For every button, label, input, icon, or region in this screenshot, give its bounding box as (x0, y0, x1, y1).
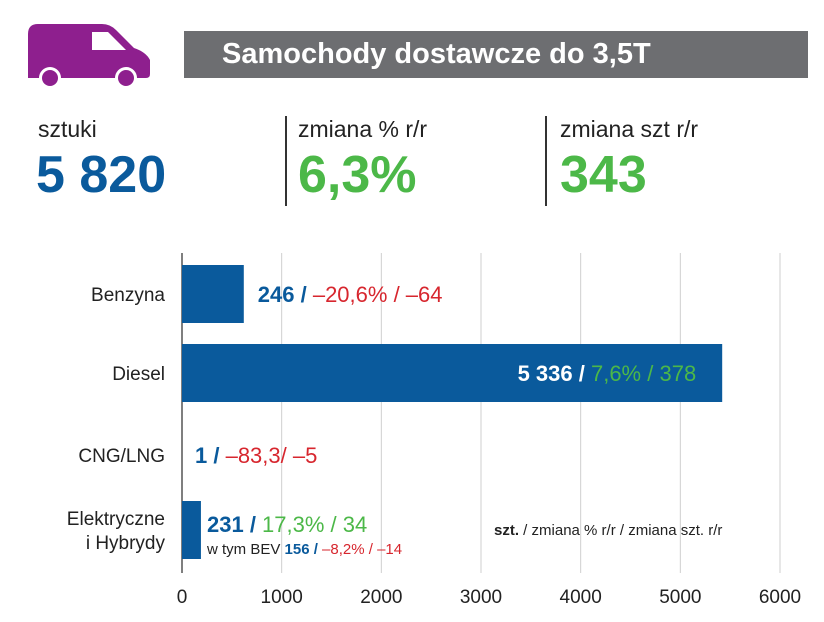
data-label-units: 1 / (195, 443, 226, 468)
x-tick-label: 2000 (360, 587, 402, 608)
data-label: 231 / 17,3% / 34 (207, 512, 367, 537)
kpi-divider (545, 116, 547, 206)
bev-units: 156 / (285, 541, 323, 558)
kpi-units-value: 5 820 (36, 146, 167, 204)
kpi-pct-label: zmiana % r/r (298, 116, 428, 142)
x-tick-label: 0 (177, 587, 188, 608)
data-label-diff: 378 (659, 361, 696, 386)
kpi-units-label: sztuki (38, 116, 97, 142)
category-label: CNG/LNG (78, 446, 165, 467)
bar-3 (182, 501, 201, 559)
data-label-units: 5 336 / (518, 361, 591, 386)
data-label-separator: / (387, 282, 405, 307)
data-label-pct: 7,6% (591, 361, 641, 386)
x-tick-label: 5000 (659, 587, 701, 608)
x-tick-label: 4000 (560, 587, 602, 608)
data-label-diff: 34 (343, 512, 367, 537)
category-label: Diesel (112, 364, 165, 385)
x-tick-label: 3000 (460, 587, 502, 608)
kpi-pct-value: 6,3% (298, 146, 417, 204)
category-label: i Hybrydy (86, 533, 166, 554)
legend-units: szt. (494, 522, 519, 539)
chart-legend: szt. / zmiana % r/r / zmiana szt. r/r (494, 522, 722, 539)
x-tick-label: 6000 (759, 587, 801, 608)
data-label-separator: / (324, 512, 342, 537)
bev-change: –8,2% / –14 (322, 541, 402, 558)
x-tick-label: 1000 (261, 587, 303, 608)
kpi-diff-label: zmiana szt r/r (560, 116, 699, 142)
page-title: Samochody dostawcze do 3,5T (184, 31, 808, 78)
data-label-pct: –20,6% (313, 282, 388, 307)
data-label: 5 336 / 7,6% / 378 (518, 361, 697, 386)
data-label-pct: –83,3/ (226, 443, 288, 468)
data-label: 246 / –20,6% / –64 (258, 282, 443, 307)
legend-rest: / zmiana % r/r / zmiana szt. r/r (519, 522, 722, 539)
data-label: 1 / –83,3/ –5 (195, 443, 317, 468)
category-label: Benzyna (91, 285, 165, 306)
bar-1 (182, 344, 723, 402)
bar-0 (182, 265, 244, 323)
data-label-units: 246 / (258, 282, 313, 307)
data-label-separator: / (641, 361, 659, 386)
category-label: Elektryczne (67, 509, 165, 530)
van-icon (28, 24, 150, 88)
kpi-diff-value: 343 (560, 146, 647, 204)
kpi-divider (285, 116, 287, 206)
bev-prefix: w tym BEV (206, 541, 285, 558)
data-label-units: 231 / (207, 512, 262, 537)
bev-sublabel: w tym BEV 156 / –8,2% / –14 (206, 541, 402, 558)
data-label-pct: 17,3% (262, 512, 324, 537)
data-label-diff: –64 (406, 282, 443, 307)
data-label-diff: –5 (293, 443, 317, 468)
